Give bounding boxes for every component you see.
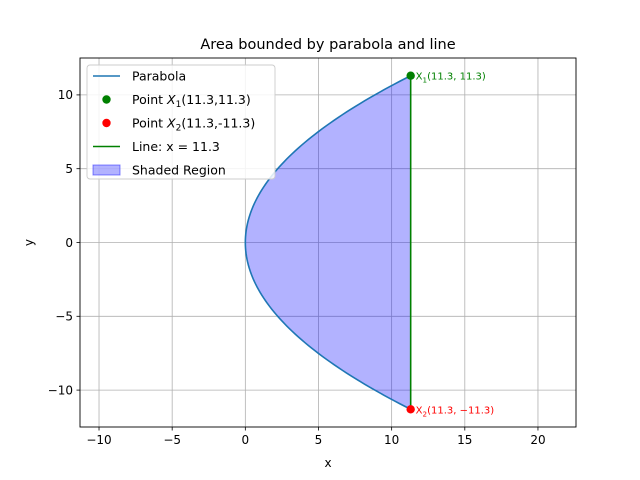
y-axis-label: y <box>22 239 36 246</box>
y-tick-label: 5 <box>65 162 73 176</box>
y-tick-label: −10 <box>48 383 73 397</box>
x-tick-label: 0 <box>242 433 250 447</box>
legend-box <box>86 64 276 180</box>
chart-title: Area bounded by parabola and line <box>200 37 455 53</box>
legend-label: Point X1(11.3,11.3) <box>132 92 251 110</box>
ticks: −10 −5 0 5 10 15 20 −10 −5 0 5 10 <box>48 88 546 447</box>
grid <box>80 58 576 427</box>
legend-label: Point X2(11.3,-11.3) <box>132 115 255 133</box>
data-layer <box>244 71 415 414</box>
legend-swatch <box>102 118 111 128</box>
x-axis-label: x <box>324 456 331 470</box>
legend-swatch <box>102 95 111 104</box>
x-tick-label: 20 <box>530 433 545 447</box>
x-tick-label: −5 <box>163 433 181 447</box>
x-tick-label: 15 <box>457 433 472 447</box>
parabola-line <box>244 74 412 411</box>
legend-label: Shaded Region <box>132 162 226 177</box>
x-tick-label: 5 <box>315 433 323 447</box>
point-x2 <box>406 405 415 414</box>
legend-swatch <box>92 164 121 176</box>
x-tick-label: −10 <box>86 433 111 447</box>
legend: Parabola Point X1(11.3,11.3) Point X2(11.3… <box>86 64 276 180</box>
y-tick-label: −5 <box>55 310 73 324</box>
annotation-x2: X2(11.3, −11.3) <box>416 405 495 418</box>
annotations: X1(11.3, 11.3) X2(11.3, −11.3) <box>416 72 495 419</box>
y-tick-label: 10 <box>58 88 73 102</box>
legend-label: Parabola <box>132 68 186 83</box>
x-tick-label: 10 <box>384 433 399 447</box>
annotation-x1: X1(11.3, 11.3) <box>416 72 486 85</box>
y-tick-label: 0 <box>65 236 73 250</box>
point-x1 <box>406 71 415 80</box>
legend-label: Line: x = 11.3 <box>132 139 220 154</box>
